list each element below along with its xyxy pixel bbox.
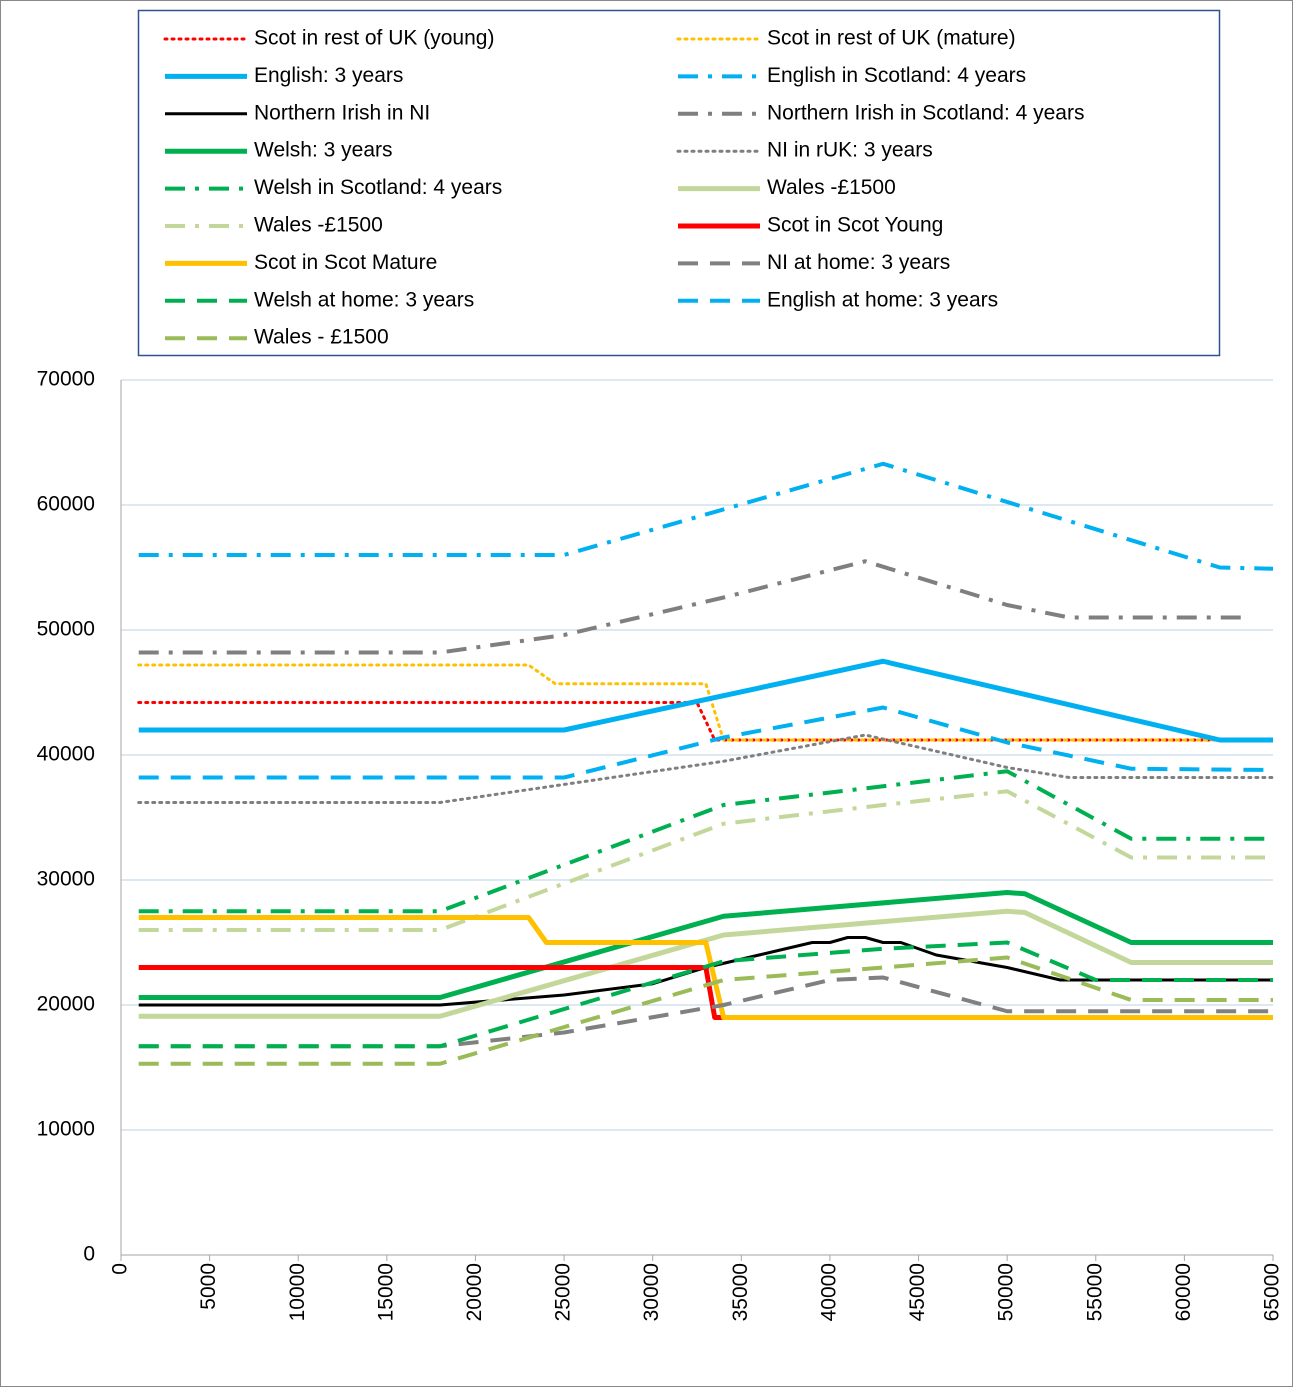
legend-label: Northern Irish in NI (254, 101, 430, 124)
series-line (138, 658, 1273, 743)
legend-label: Wales - £1500 (254, 326, 389, 349)
x-tick-label: 30000 (640, 1263, 663, 1321)
series-line (138, 890, 1273, 1000)
x-tick-label: 60000 (1172, 1263, 1195, 1321)
legend-label: Scot in rest of UK (young) (254, 27, 494, 50)
x-tick-label: 25000 (552, 1263, 575, 1321)
legend-label: English at home: 3 years (767, 288, 998, 311)
x-tick-label: 50000 (995, 1263, 1018, 1321)
legend-label: Wales -£1500 (767, 176, 896, 199)
x-tick-label: 35000 (729, 1263, 752, 1321)
legend-box (137, 9, 1221, 357)
legend-label: Scot in Scot Mature (254, 251, 437, 274)
series-line (138, 975, 1273, 1049)
x-tick-label: 5000 (197, 1263, 220, 1310)
y-tick-label: 40000 (37, 743, 95, 766)
x-tick-label: 65000 (1261, 1263, 1284, 1321)
x-tick-label: 40000 (817, 1263, 840, 1321)
series-line (138, 908, 1273, 1019)
legend-label: Welsh: 3 years (254, 139, 393, 162)
series-line (138, 915, 1273, 1020)
series-line (137, 701, 1222, 742)
series-line (138, 461, 1274, 571)
legend-label: Wales -£1500 (254, 214, 383, 237)
y-tick-label: 70000 (37, 368, 95, 391)
legend-label: Welsh in Scotland: 4 years (254, 176, 502, 199)
x-tick-label: 10000 (286, 1263, 309, 1321)
legend-label: Scot in rest of UK (mature) (767, 27, 1016, 50)
series-line (138, 705, 1274, 780)
legend-label: Scot in Scot Young (767, 214, 943, 237)
y-tick-label: 20000 (37, 993, 95, 1016)
series-line (138, 769, 1273, 914)
series-line (138, 559, 1247, 655)
legend-label: English: 3 years (254, 64, 403, 87)
legend-label: Northern Irish in Scotland: 4 years (767, 101, 1084, 124)
series-line (137, 733, 1275, 804)
x-tick-label: 45000 (906, 1263, 929, 1321)
x-tick-label: 15000 (374, 1263, 397, 1321)
x-tick-label: 55000 (1083, 1263, 1106, 1321)
series-line (138, 789, 1273, 932)
y-tick-label: 10000 (37, 1118, 95, 1141)
legend-label: NI in rUK: 3 years (767, 139, 933, 162)
x-tick-label: 20000 (463, 1263, 486, 1321)
legend-label: NI at home: 3 years (767, 251, 950, 274)
series-line (138, 940, 1273, 1049)
series-line (137, 663, 1222, 742)
x-tick-label: 0 (109, 1263, 132, 1275)
legend-label: Welsh at home: 3 years (254, 288, 474, 311)
y-tick-label: 60000 (37, 493, 95, 516)
series-line (138, 955, 1273, 1066)
legend-label: English in Scotland: 4 years (767, 64, 1026, 87)
y-tick-label: 30000 (37, 868, 95, 891)
y-tick-label: 0 (83, 1243, 95, 1266)
y-tick-label: 50000 (37, 618, 95, 641)
